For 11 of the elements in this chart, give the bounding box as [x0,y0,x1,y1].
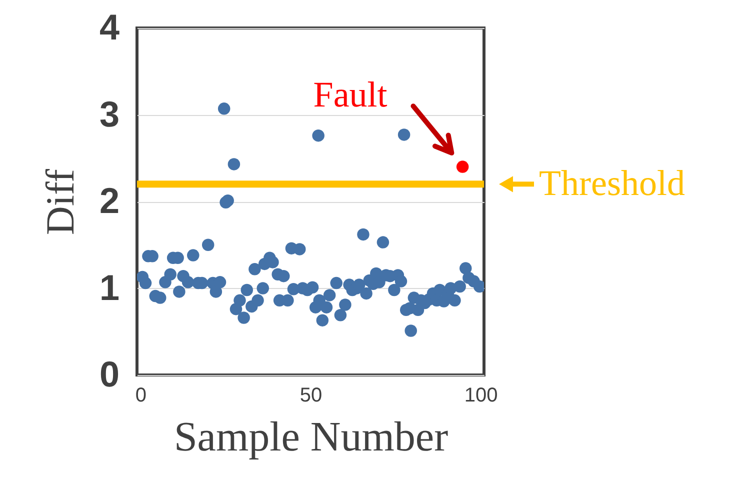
x-tick-label: 0 [135,384,146,406]
x-axis-title: Sample Number [174,414,448,460]
y-tick-label: 3 [99,93,120,134]
y-tick-label: 1 [99,266,120,308]
y-axis-title: Diff [37,168,82,235]
y-tick-label: 4 [99,6,120,48]
ref-line-label: Threshold [539,163,685,204]
y-tick-label: 2 [99,180,120,221]
annotation: Fault [313,74,388,115]
x-tick-label: 100 [464,384,498,406]
x-tick-label: 50 [300,384,322,406]
